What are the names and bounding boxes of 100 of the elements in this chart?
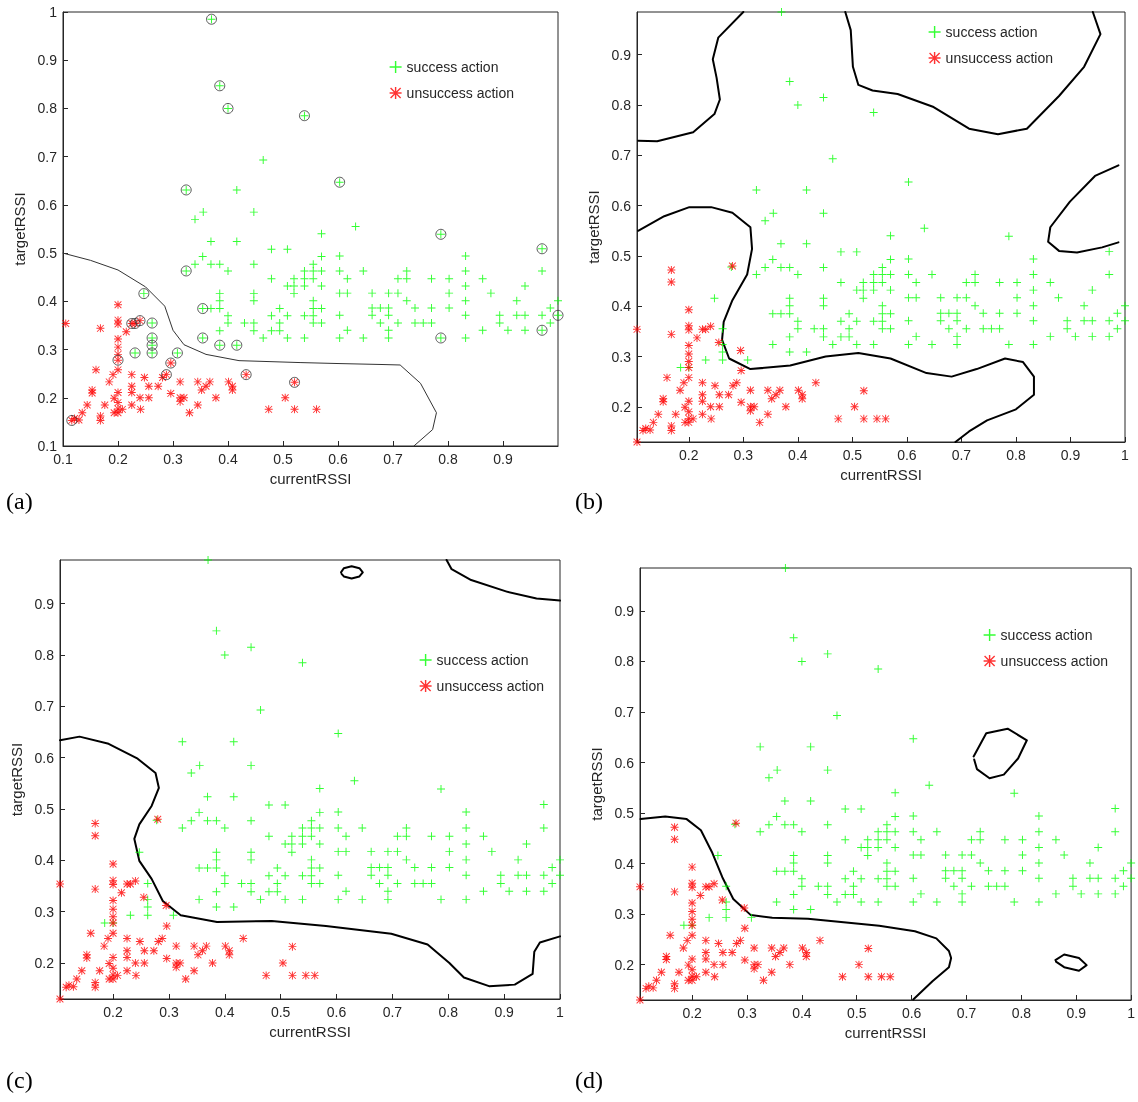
x-tick-label: 0.8 [1006, 447, 1026, 463]
y-tick-label: 0.6 [37, 196, 58, 213]
text: (b) [575, 488, 603, 514]
y-axis-title: targetRSSI [10, 192, 28, 266]
x-tick-label: 0.9 [1066, 1005, 1087, 1021]
x-tick-label: 0.2 [108, 451, 128, 467]
y-tick-label: 0.2 [37, 389, 58, 406]
y-tick-label: 0.3 [37, 341, 58, 358]
x-tick-label: 0.2 [682, 1005, 703, 1021]
y-tick-label: 0.6 [611, 197, 632, 214]
x-tick-label: 0.3 [159, 1004, 179, 1020]
legend-label: success action [406, 59, 499, 75]
x-axis-title: currentRSSI [269, 1022, 351, 1040]
y-tick-label: 0.6 [34, 749, 55, 766]
x-tick-label: 0.5 [273, 451, 293, 467]
y-tick-label: 0.6 [614, 754, 635, 771]
y-tick-label: 0.4 [34, 852, 55, 869]
legend-label: unsuccess action [436, 678, 545, 694]
y-tick-label: 0.7 [34, 698, 55, 715]
x-tick-label: 0.9 [1060, 447, 1081, 463]
legend-label: success action [436, 652, 529, 668]
y-tick-label: 0.8 [614, 653, 635, 670]
x-tick-label: 0.4 [792, 1005, 812, 1021]
y-tick-label: 0.9 [37, 52, 58, 69]
x-tick-label: 1 [556, 1004, 565, 1020]
line-series [445, 559, 561, 602]
y-tick-label: 0.5 [614, 805, 635, 822]
y-axis-title: targetRSSI [584, 190, 602, 264]
x-tick-label: 0.2 [103, 1004, 124, 1020]
y-tick-label: 0.7 [37, 148, 58, 165]
line-series [1047, 164, 1120, 254]
y-tick-label: 0.8 [37, 100, 58, 117]
x-tick-label: 0.5 [847, 1005, 867, 1021]
x-tick-label: 0.6 [897, 447, 917, 463]
x-tick-label: 0.5 [842, 447, 863, 463]
line-series [62, 252, 437, 447]
text: (c) [6, 1067, 33, 1093]
y-tick-label: 0.5 [611, 247, 632, 264]
legend-label: unsuccess action [1000, 653, 1109, 669]
y-tick-label: 0.3 [34, 903, 55, 920]
x-tick-label: 0.6 [326, 1004, 347, 1020]
line-series [844, 11, 1102, 136]
line-series [637, 11, 745, 143]
y-tick-label: 0.9 [614, 602, 635, 619]
x-tick-label: 0.8 [438, 1004, 459, 1020]
x-tick-label: 0.7 [382, 1004, 403, 1020]
y-tick-label: 0.5 [37, 245, 58, 262]
x-tick-label: 0.6 [328, 451, 348, 467]
x-tick-label: 0.4 [218, 451, 238, 467]
x-tick-label: 0.6 [901, 1005, 922, 1021]
x-tick-label: 1 [1127, 1005, 1136, 1021]
text: (d) [575, 1067, 603, 1093]
x-tick-label: 0.9 [493, 451, 513, 467]
line-series [972, 727, 1028, 780]
y-tick-label: 0.2 [614, 956, 635, 973]
y-tick-label: 0.9 [611, 46, 632, 63]
legend-label: success action [945, 24, 1038, 40]
text: (a) [6, 488, 33, 514]
y-tick-label: 0.8 [34, 646, 55, 663]
x-tick-label: 0.2 [679, 447, 699, 463]
y-tick-label: 0.7 [614, 704, 635, 720]
line-series [59, 735, 561, 988]
line-series [1054, 953, 1088, 972]
x-tick-label: 0.3 [733, 447, 754, 463]
x-tick-label: 0.5 [270, 1004, 291, 1020]
y-tick-label: 0.8 [611, 97, 632, 114]
y-tick-label: 0.3 [611, 348, 632, 365]
y-tick-label: 0.2 [34, 955, 55, 972]
x-tick-label: 0.7 [951, 447, 972, 463]
y-axis-title: targetRSSI [587, 747, 605, 821]
line-series [637, 206, 1035, 443]
y-tick-label: 0.2 [611, 398, 632, 415]
x-tick-label: 0.4 [215, 1004, 235, 1020]
legend-label: unsuccess action [945, 50, 1054, 66]
line-series [340, 565, 364, 580]
x-axis-title: currentRSSI [269, 469, 352, 487]
x-tick-label: 0.7 [956, 1005, 977, 1021]
x-tick-label: 0.3 [163, 451, 183, 467]
x-tick-label: 0.9 [494, 1004, 515, 1020]
y-tick-label: 0.7 [611, 147, 632, 164]
x-axis-title: currentRSSI [840, 465, 922, 483]
x-tick-label: 0.4 [788, 447, 808, 463]
x-tick-label: 1 [1121, 447, 1130, 463]
x-tick-label: 0.8 [1011, 1005, 1032, 1021]
line-series [639, 815, 953, 1001]
y-tick-label: 0.9 [34, 595, 55, 612]
y-axis-title: targetRSSI [7, 742, 25, 817]
x-axis-title: currentRSSI [844, 1023, 927, 1041]
y-tick-label: 0.4 [611, 298, 632, 315]
y-tick-label: 0.5 [34, 801, 55, 818]
legend-label: success action [1000, 627, 1093, 643]
x-tick-label: 0.1 [53, 451, 73, 467]
y-tick-label: 0.4 [614, 855, 635, 872]
y-tick-label: 0.4 [37, 293, 58, 310]
x-tick-label: 0.3 [737, 1005, 757, 1021]
x-tick-label: 0.7 [383, 451, 403, 467]
y-tick-label: 1 [49, 4, 58, 20]
x-tick-label: 0.8 [438, 451, 458, 467]
legend-label: unsuccess action [406, 85, 515, 101]
y-tick-label: 0.3 [614, 906, 635, 923]
